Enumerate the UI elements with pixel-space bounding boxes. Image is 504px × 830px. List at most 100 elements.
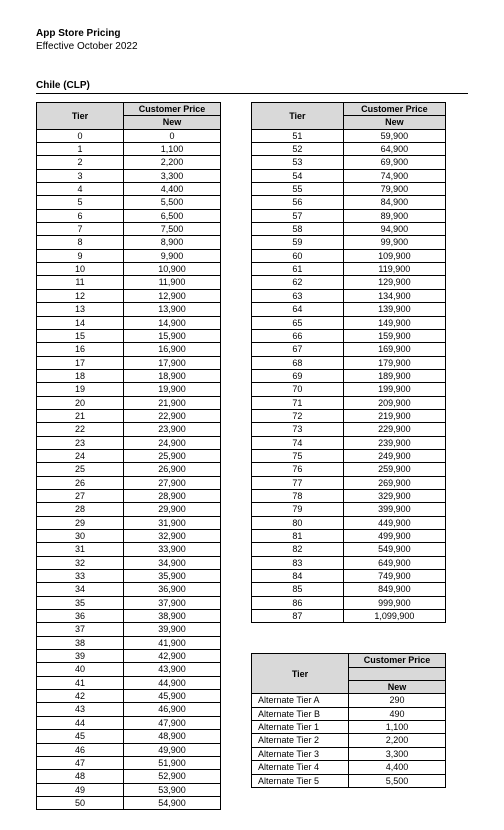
tables-row: Tier Customer Price New 0011,10022,20033… <box>36 102 468 810</box>
price-cell: 189,900 <box>343 369 445 382</box>
tier-cell: 48 <box>37 770 124 783</box>
price-cell: 84,900 <box>343 196 445 209</box>
table-row: 5999,900 <box>252 236 446 249</box>
price-cell: 15,900 <box>124 329 221 342</box>
price-cell: 169,900 <box>343 343 445 356</box>
tier-cell: 25 <box>37 463 124 476</box>
col-header-price-top: Customer Price <box>343 103 445 116</box>
tier-cell: 5 <box>37 196 124 209</box>
price-cell: 399,900 <box>343 503 445 516</box>
country-heading: Chile (CLP) <box>36 80 468 94</box>
tier-cell: 57 <box>252 209 344 222</box>
price-cell: 239,900 <box>343 436 445 449</box>
tier-cell: 54 <box>252 169 344 182</box>
table-row: 44,400 <box>37 183 221 196</box>
price-cell: 37,900 <box>124 596 221 609</box>
price-cell: 2,200 <box>124 156 221 169</box>
tier-cell: 84 <box>252 570 344 583</box>
table-row: Alternate Tier B490 <box>252 707 446 720</box>
table-row: 75249,900 <box>252 449 446 462</box>
price-cell: 139,900 <box>343 303 445 316</box>
tier-cell: 47 <box>37 756 124 769</box>
price-cell: 34,900 <box>124 556 221 569</box>
table-row: 1414,900 <box>37 316 221 329</box>
price-cell: 47,900 <box>124 716 221 729</box>
page: App Store Pricing Effective October 2022… <box>0 0 504 830</box>
price-cell: 51,900 <box>124 756 221 769</box>
col-header-tier: Tier <box>37 103 124 130</box>
price-cell: 25,900 <box>124 449 221 462</box>
price-cell: 249,900 <box>343 449 445 462</box>
table-row: Alternate Tier 22,200 <box>252 734 446 747</box>
tier-cell: 49 <box>37 783 124 796</box>
price-cell: 27,900 <box>124 476 221 489</box>
tier-cell: 35 <box>37 596 124 609</box>
tier-cell: 32 <box>37 556 124 569</box>
tier-cell: Alternate Tier 5 <box>252 774 349 787</box>
price-cell: 649,900 <box>343 556 445 569</box>
price-cell: 14,900 <box>124 316 221 329</box>
price-cell: 79,900 <box>343 183 445 196</box>
price-cell: 1,100 <box>124 143 221 156</box>
price-cell: 44,900 <box>124 676 221 689</box>
table-row: 5054,900 <box>37 796 221 809</box>
tier-cell: 28 <box>37 503 124 516</box>
tier-cell: 61 <box>252 263 344 276</box>
tier-cell: 69 <box>252 369 344 382</box>
table-row: 3841,900 <box>37 636 221 649</box>
table-row: 66159,900 <box>252 329 446 342</box>
table-row: 2223,900 <box>37 423 221 436</box>
tier-cell: 30 <box>37 530 124 543</box>
tier-cell: 51 <box>252 129 344 142</box>
tier-cell: Alternate Tier 1 <box>252 721 349 734</box>
table-row: 3739,900 <box>37 623 221 636</box>
tier-cell: 13 <box>37 303 124 316</box>
tier-cell: 67 <box>252 343 344 356</box>
table-row: 2526,900 <box>37 463 221 476</box>
tier-cell: 0 <box>37 129 124 142</box>
table-row: 63134,900 <box>252 289 446 302</box>
tier-cell: 81 <box>252 530 344 543</box>
tier-cell: 43 <box>37 703 124 716</box>
price-cell: 8,900 <box>124 236 221 249</box>
table-row: 78329,900 <box>252 489 446 502</box>
col-header-tier: Tier <box>252 103 344 130</box>
table-row: 55,500 <box>37 196 221 209</box>
price-cell: 109,900 <box>343 249 445 262</box>
table-row: 2829,900 <box>37 503 221 516</box>
table-row: 3335,900 <box>37 570 221 583</box>
price-cell: 290 <box>349 694 446 707</box>
table-row: 82549,900 <box>252 543 446 556</box>
table-row: 33,300 <box>37 169 221 182</box>
tier-cell: 50 <box>37 796 124 809</box>
price-cell: 549,900 <box>343 543 445 556</box>
table-row: 66,500 <box>37 209 221 222</box>
price-cell: 69,900 <box>343 156 445 169</box>
table-row: 61119,900 <box>252 263 446 276</box>
price-cell: 17,900 <box>124 356 221 369</box>
tier-cell: 24 <box>37 449 124 462</box>
table-row: 3638,900 <box>37 610 221 623</box>
tier-cell: 39 <box>37 650 124 663</box>
tier-cell: Alternate Tier 2 <box>252 734 349 747</box>
table-row: 2425,900 <box>37 449 221 462</box>
tier-cell: 72 <box>252 409 344 422</box>
price-cell: 134,900 <box>343 289 445 302</box>
price-cell: 999,900 <box>343 596 445 609</box>
tier-cell: 58 <box>252 223 344 236</box>
price-cell: 159,900 <box>343 329 445 342</box>
price-cell: 1,099,900 <box>343 610 445 623</box>
tier-cell: 16 <box>37 343 124 356</box>
table-row: 76259,900 <box>252 463 446 476</box>
table-row: 77,500 <box>37 223 221 236</box>
tier-cell: 62 <box>252 276 344 289</box>
doc-title: App Store Pricing <box>36 28 468 39</box>
price-cell: 24,900 <box>124 436 221 449</box>
table-row: 77269,900 <box>252 476 446 489</box>
table-row: 2931,900 <box>37 516 221 529</box>
price-cell: 12,900 <box>124 289 221 302</box>
tier-cell: 70 <box>252 383 344 396</box>
price-cell: 129,900 <box>343 276 445 289</box>
price-cell: 18,900 <box>124 369 221 382</box>
tier-cell: Alternate Tier 3 <box>252 747 349 760</box>
